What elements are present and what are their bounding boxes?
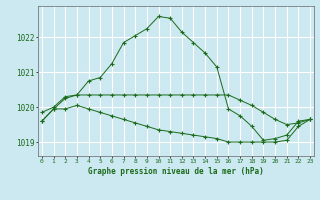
X-axis label: Graphe pression niveau de la mer (hPa): Graphe pression niveau de la mer (hPa): [88, 167, 264, 176]
